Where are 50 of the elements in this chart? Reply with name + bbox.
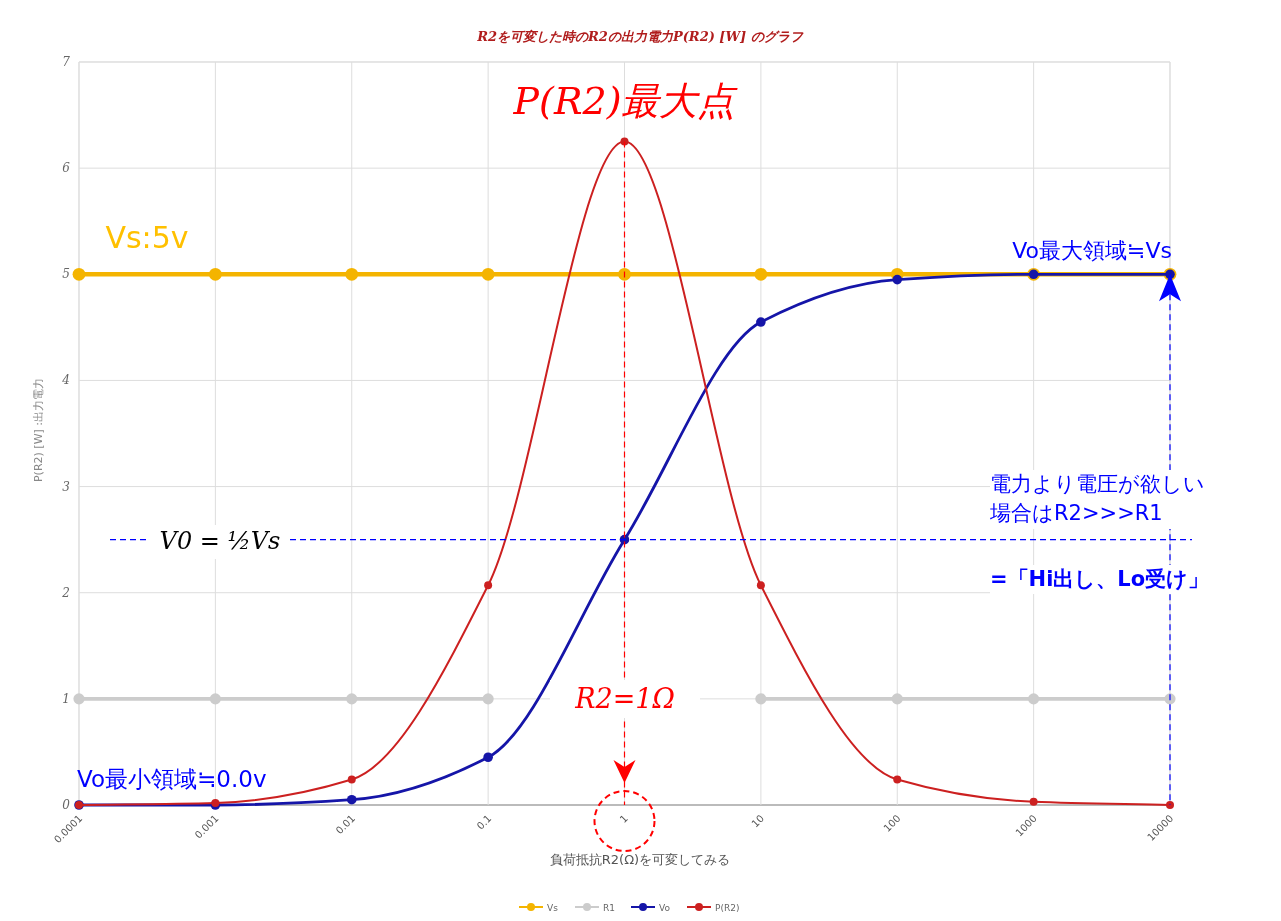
point bbox=[208, 267, 222, 281]
x-axis-title: 負荷抵抗R2(Ω)を可変してみる bbox=[549, 852, 731, 867]
x-tick-label: 1 bbox=[617, 812, 630, 825]
y-tick-label: 4 bbox=[61, 373, 70, 388]
point bbox=[618, 267, 631, 281]
point bbox=[755, 693, 767, 705]
point bbox=[73, 693, 85, 705]
point bbox=[756, 317, 766, 327]
y-tick-label: 0 bbox=[62, 798, 71, 812]
point bbox=[72, 267, 86, 281]
point bbox=[484, 581, 493, 590]
x-tick-label: 100 bbox=[881, 812, 903, 834]
annotation: P(R2)最大点 bbox=[512, 78, 739, 123]
point bbox=[482, 693, 494, 705]
y-axis-title: P(R2) [W] :出力電力 bbox=[32, 377, 45, 483]
y-tick-label: 5 bbox=[62, 267, 70, 282]
y-tick-label: 7 bbox=[62, 55, 71, 69]
point bbox=[892, 274, 903, 285]
annotation: =「Hi出し、Lo受け」 bbox=[990, 565, 1260, 595]
point bbox=[347, 775, 356, 784]
point bbox=[756, 581, 765, 590]
legend-label: P(R2) bbox=[715, 902, 740, 913]
y-tick-label: 3 bbox=[62, 479, 71, 494]
annotation: R2=1Ω bbox=[550, 680, 700, 718]
point bbox=[481, 267, 495, 281]
legend-label: Vs bbox=[547, 902, 559, 913]
annotation: Vo最大領域≒Vs bbox=[1012, 238, 1172, 264]
point bbox=[1166, 801, 1174, 809]
point bbox=[345, 267, 359, 281]
y-tick-label: 6 bbox=[62, 161, 71, 176]
x-tick-label: 0.1 bbox=[474, 812, 494, 832]
point bbox=[483, 752, 493, 763]
annotation: 電力より電圧が欲しい場合はR2>>>R1 bbox=[990, 470, 1225, 529]
chart-title: R2を可変した時のR2の出力電力P(R2) [W] のグラフ bbox=[476, 29, 804, 44]
x-tick-label: 10 bbox=[749, 812, 767, 830]
legend-label: R1 bbox=[603, 902, 615, 913]
point bbox=[209, 693, 221, 705]
annotation: Vs:5v bbox=[105, 220, 189, 256]
point bbox=[346, 693, 358, 705]
point bbox=[1029, 797, 1038, 806]
point bbox=[754, 267, 768, 281]
point bbox=[346, 794, 357, 805]
y-tick-label: 2 bbox=[61, 585, 70, 600]
annotation: V0 = ½Vs bbox=[150, 525, 290, 559]
point bbox=[891, 693, 903, 705]
point bbox=[1028, 693, 1040, 705]
annotation: Vo最小領域≒0.0v bbox=[77, 766, 267, 792]
point bbox=[893, 775, 902, 784]
y-tick-label: 1 bbox=[62, 691, 70, 706]
legend-label: Vo bbox=[659, 902, 671, 913]
